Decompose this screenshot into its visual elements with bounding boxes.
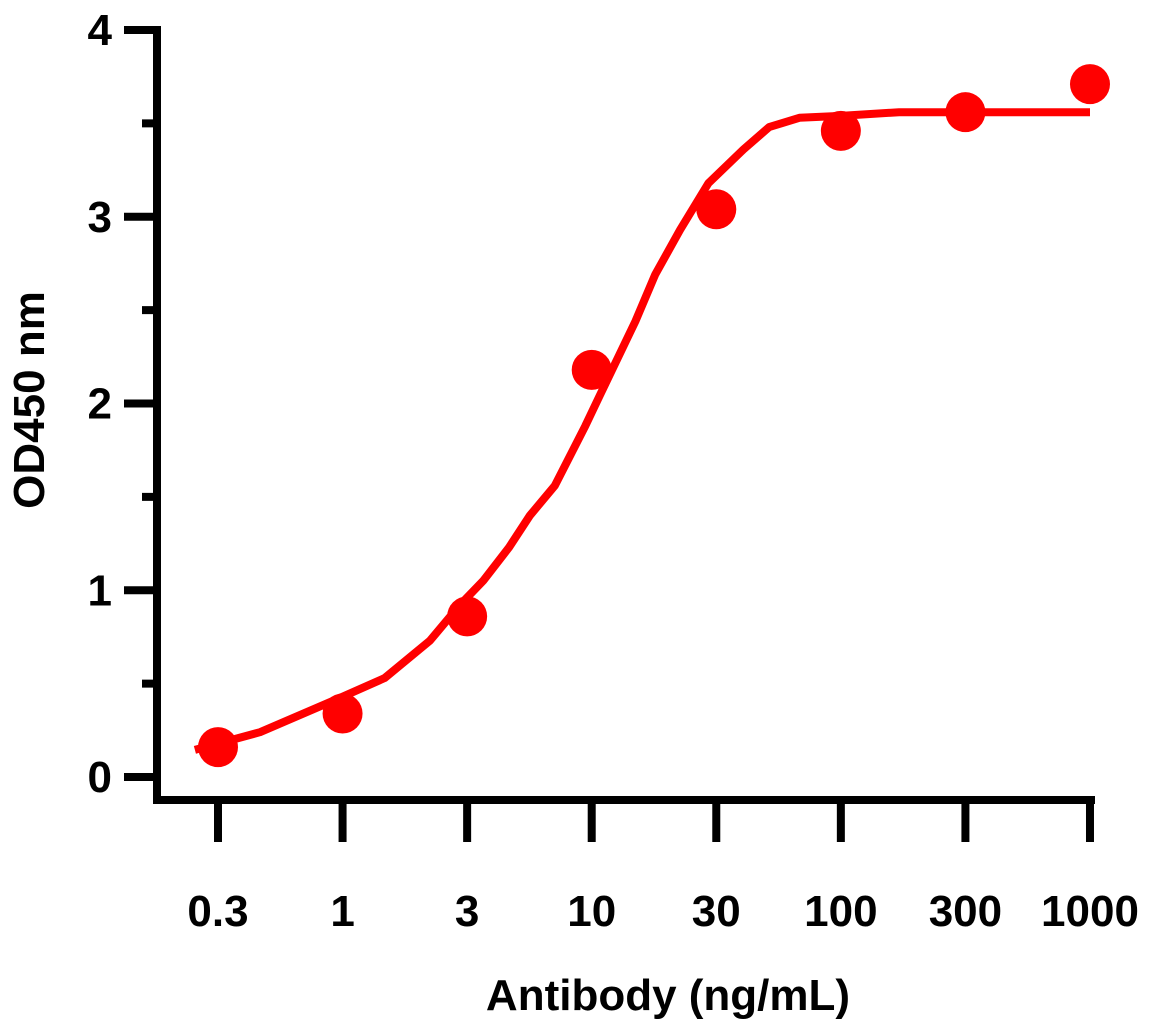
- y-tick-label: 3: [88, 193, 112, 242]
- data-point: [571, 349, 612, 390]
- data-point: [945, 92, 986, 133]
- axes: [153, 26, 1095, 804]
- data-point: [696, 189, 737, 230]
- data-point: [322, 693, 363, 734]
- x-tick-label: 1: [330, 887, 354, 936]
- data-point: [447, 596, 488, 637]
- y-tick-label: 2: [88, 380, 112, 429]
- data-point: [198, 727, 238, 768]
- x-tick-label: 30: [692, 887, 741, 936]
- x-tick-label: 1000: [1041, 887, 1139, 936]
- y-tick-label: 0: [88, 753, 112, 802]
- x-tick-label: 100: [804, 887, 877, 936]
- data-point: [1069, 64, 1110, 105]
- x-tick-label: 10: [567, 887, 616, 936]
- x-tick-label: 3: [455, 887, 479, 936]
- y-tick-label: 1: [88, 566, 112, 615]
- y-axis-label: OD450 nm: [5, 291, 54, 509]
- x-axis-label: Antibody (ng/mL): [486, 971, 850, 1020]
- x-tick-label: 0.3: [187, 887, 248, 936]
- y-tick-label: 4: [88, 6, 113, 55]
- fit-curve-layer: [193, 108, 1090, 754]
- fit-curve: [193, 108, 1090, 754]
- data-point: [820, 110, 861, 151]
- x-tick-label: 300: [929, 887, 1002, 936]
- ticks: 0 1 2 3 4 0.3 1 3 10 30 100 300 1000: [88, 6, 1139, 936]
- data-points-layer: [198, 64, 1110, 768]
